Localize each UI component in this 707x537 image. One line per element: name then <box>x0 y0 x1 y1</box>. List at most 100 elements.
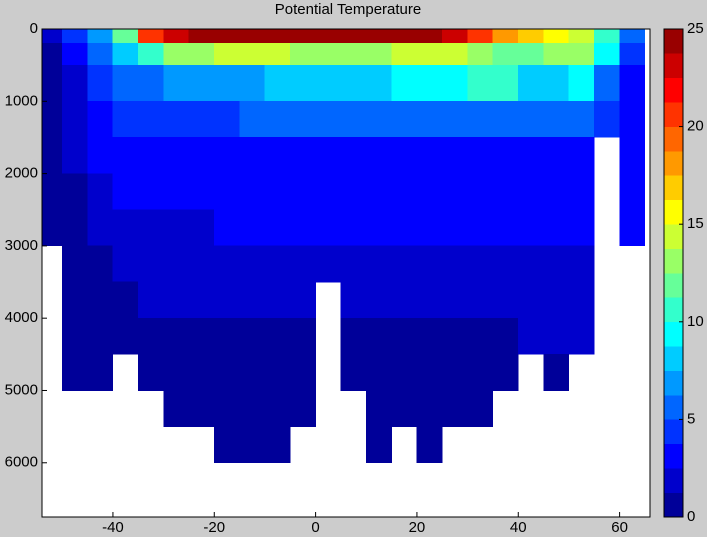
cell <box>467 281 494 319</box>
cell <box>264 64 291 102</box>
cell <box>340 281 367 319</box>
cell <box>163 100 190 138</box>
cell <box>619 64 646 102</box>
color-band <box>663 175 684 201</box>
cell <box>517 209 544 247</box>
cell <box>517 173 544 211</box>
cell <box>163 209 190 247</box>
cell <box>619 137 646 174</box>
cell <box>112 100 139 138</box>
cell <box>213 317 240 355</box>
cell <box>543 137 570 174</box>
cell <box>568 100 595 138</box>
cell <box>416 354 443 391</box>
color-band <box>663 394 684 420</box>
cell <box>163 245 190 283</box>
cell <box>340 173 367 211</box>
cell <box>416 426 443 464</box>
cell <box>391 137 418 174</box>
cell <box>315 245 342 283</box>
cell <box>213 209 240 247</box>
cell <box>492 100 519 138</box>
cell <box>517 137 544 174</box>
cell <box>188 209 215 247</box>
cell <box>239 209 266 247</box>
cell <box>264 317 291 355</box>
cell <box>61 28 88 44</box>
cell <box>543 317 570 355</box>
cell <box>163 390 190 427</box>
cell <box>492 28 519 44</box>
cell <box>340 245 367 283</box>
cell <box>365 64 392 102</box>
cell <box>289 354 316 391</box>
cell <box>112 28 139 44</box>
cell <box>61 281 88 319</box>
cell <box>340 317 367 355</box>
cell <box>41 173 63 211</box>
cell <box>619 43 646 66</box>
cell <box>264 100 291 138</box>
cell <box>289 43 316 66</box>
cell <box>213 281 240 319</box>
cell <box>188 43 215 66</box>
cell <box>391 209 418 247</box>
cell <box>365 426 392 464</box>
cell <box>467 317 494 355</box>
cell <box>365 28 392 44</box>
cell <box>61 317 88 355</box>
cell <box>289 281 316 319</box>
cell <box>289 137 316 174</box>
cell <box>87 137 114 174</box>
cell <box>239 43 266 66</box>
cell <box>365 173 392 211</box>
cell <box>239 28 266 44</box>
y-tick-label: 0 <box>30 20 38 37</box>
cell <box>467 245 494 283</box>
cell <box>188 281 215 319</box>
cell <box>112 137 139 174</box>
cell <box>593 100 620 138</box>
cell <box>87 317 114 355</box>
cell <box>391 390 418 427</box>
cell <box>441 390 468 427</box>
y-tick-label: 3000 <box>5 237 38 254</box>
cell <box>492 209 519 247</box>
cell <box>264 28 291 44</box>
cell <box>239 354 266 391</box>
cell <box>137 43 164 66</box>
cell <box>467 390 494 427</box>
cell <box>188 100 215 138</box>
cell <box>239 390 266 427</box>
cell <box>441 64 468 102</box>
cell <box>112 173 139 211</box>
color-band <box>663 53 684 79</box>
cell <box>416 173 443 211</box>
cell <box>467 354 494 391</box>
cell <box>137 354 164 391</box>
cell <box>441 317 468 355</box>
cell <box>188 173 215 211</box>
cell <box>188 64 215 102</box>
cell <box>416 64 443 102</box>
cell <box>391 245 418 283</box>
y-tick-label: 4000 <box>5 309 38 326</box>
colorbar-tick-label: 10 <box>687 313 704 330</box>
cell <box>441 137 468 174</box>
cell <box>543 100 570 138</box>
cell <box>61 43 88 66</box>
cell <box>239 426 266 464</box>
cell <box>289 173 316 211</box>
cell <box>264 137 291 174</box>
cell <box>517 317 544 355</box>
cell <box>340 28 367 44</box>
cell <box>441 43 468 66</box>
cell <box>213 64 240 102</box>
cell <box>543 245 570 283</box>
cell <box>340 64 367 102</box>
cell <box>112 245 139 283</box>
cell <box>568 137 595 174</box>
cell <box>517 28 544 44</box>
cell <box>61 173 88 211</box>
cell <box>137 100 164 138</box>
